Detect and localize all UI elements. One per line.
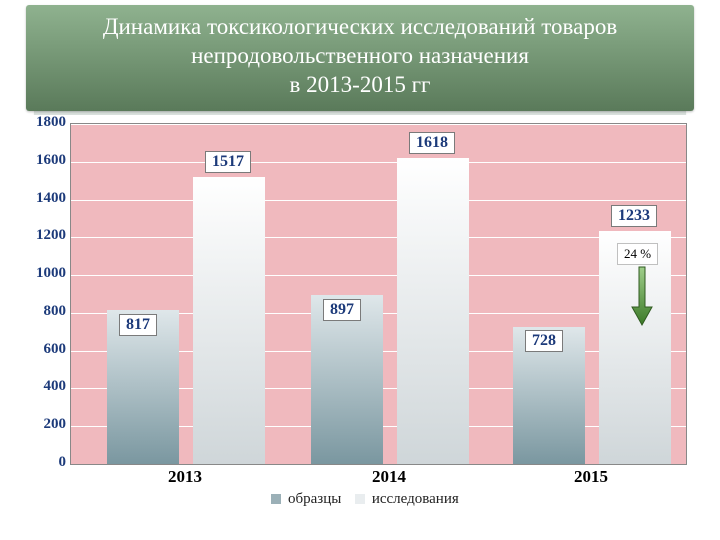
bar-label-исследования-2013: 1517 bbox=[205, 151, 251, 173]
legend-label-samples: образцы bbox=[288, 491, 341, 507]
plot-area: 817 1517 897 1618 728 1233 bbox=[70, 123, 687, 465]
y-tick-label: 1800 bbox=[20, 114, 66, 131]
gridline bbox=[71, 237, 686, 238]
percent-annotation: 24 % bbox=[617, 243, 658, 265]
bar-label-образцы-2014: 897 bbox=[323, 299, 361, 321]
gridline bbox=[71, 200, 686, 201]
y-tick-label: 1000 bbox=[20, 265, 66, 282]
y-tick-label: 200 bbox=[20, 416, 66, 433]
y-tick-label: 1600 bbox=[20, 152, 66, 169]
percent-annotation-text: 24 % bbox=[624, 246, 651, 261]
y-tick-label: 0 bbox=[20, 454, 66, 471]
down-arrow-icon bbox=[632, 267, 652, 327]
x-tick-label-2015: 2015 bbox=[561, 467, 621, 487]
slide-title: Динамика токсикологических исследований … bbox=[26, 5, 694, 111]
bar-label-образцы-2015: 728 bbox=[525, 330, 563, 352]
y-tick-label: 1200 bbox=[20, 227, 66, 244]
bar-label-исследования-2015: 1233 bbox=[611, 205, 657, 227]
gridline bbox=[71, 162, 686, 163]
x-tick-label-2014: 2014 bbox=[359, 467, 419, 487]
bar-исследования-2013 bbox=[193, 177, 265, 464]
x-tick-label-2013: 2013 bbox=[155, 467, 215, 487]
y-tick-label: 1400 bbox=[20, 190, 66, 207]
slide: Динамика токсикологических исследований … bbox=[0, 0, 720, 540]
y-tick-label: 400 bbox=[20, 378, 66, 395]
bar-label-образцы-2013: 817 bbox=[119, 314, 157, 336]
chart-container: 0 200 400 600 800 1000 1200 1400 1600 1800 817 151… bbox=[20, 115, 700, 515]
gridline bbox=[71, 124, 686, 125]
legend-label-studies: исследования bbox=[372, 491, 459, 507]
gridline bbox=[71, 275, 686, 276]
legend-swatch-samples bbox=[271, 494, 281, 504]
bar-исследования-2014 bbox=[397, 158, 469, 464]
bar-label-исследования-2014: 1618 bbox=[409, 132, 455, 154]
y-tick-label: 800 bbox=[20, 303, 66, 320]
title-text: Динамика токсикологических исследований … bbox=[103, 14, 617, 97]
legend: образцы исследования bbox=[20, 491, 700, 508]
y-tick-label: 600 bbox=[20, 341, 66, 358]
legend-swatch-studies bbox=[355, 494, 365, 504]
